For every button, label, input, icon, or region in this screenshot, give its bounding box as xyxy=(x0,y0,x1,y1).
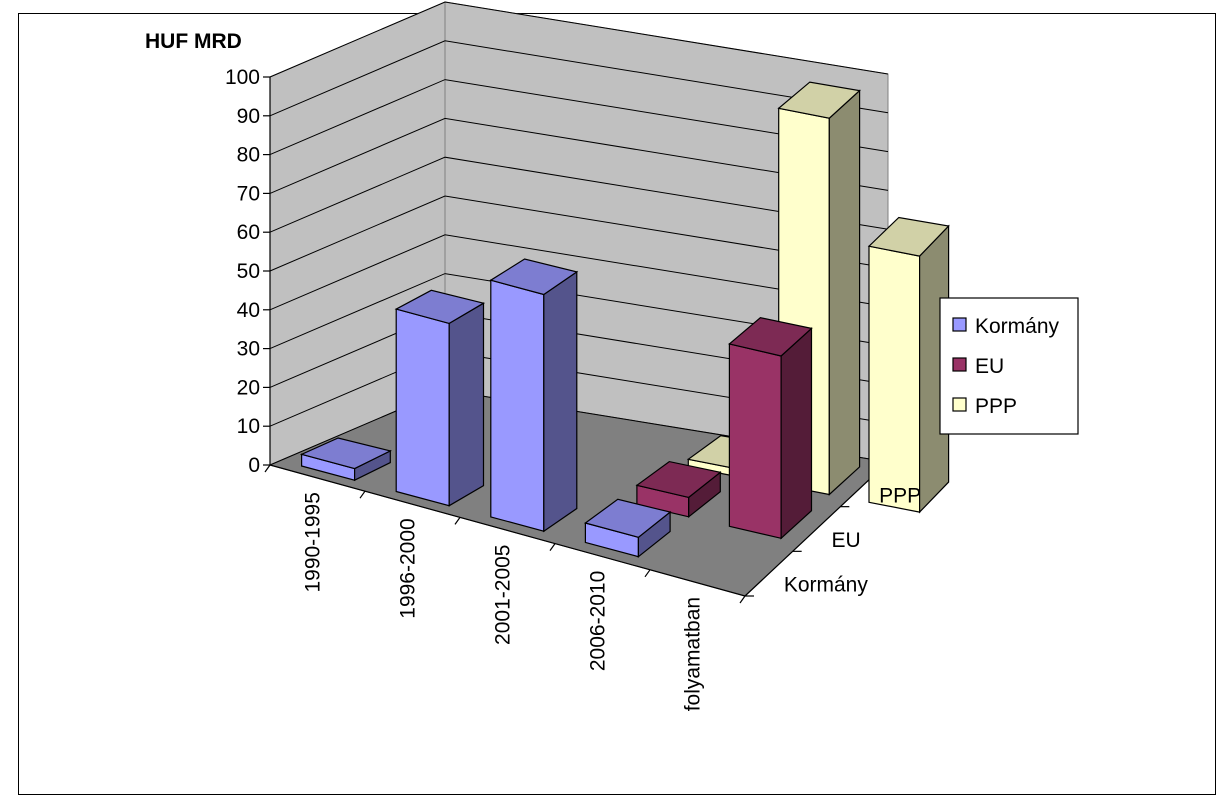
depth-axis-label: PPP xyxy=(879,484,921,507)
bar-column xyxy=(635,460,722,519)
gridline xyxy=(269,79,889,156)
bar-side-face xyxy=(828,89,861,496)
y-unit-label: HUF MRD xyxy=(145,30,242,53)
bar-column xyxy=(394,289,486,507)
bar-column xyxy=(728,317,813,540)
y-tick-label: 30 xyxy=(237,338,260,361)
gridline xyxy=(269,273,889,350)
bar-top-face xyxy=(299,437,393,470)
gridline xyxy=(269,156,889,233)
bar-column xyxy=(867,216,950,514)
gridline xyxy=(269,1,889,78)
gridline xyxy=(269,117,889,194)
x-tick-mark xyxy=(454,517,461,525)
legend-swatch xyxy=(952,357,967,372)
y-tick-label: 10 xyxy=(237,415,260,438)
bar-top-face xyxy=(867,216,950,257)
bar-column xyxy=(584,498,672,558)
depth-axis-line xyxy=(744,461,889,597)
x-tick-mark xyxy=(359,490,366,499)
bar-top-face xyxy=(394,289,486,325)
legend-label: PPP xyxy=(975,395,1017,418)
x-tick-mark xyxy=(644,569,651,578)
legend-swatch xyxy=(952,317,967,332)
y-tick-label: 70 xyxy=(237,182,260,205)
bar-top-face xyxy=(635,460,722,499)
bars xyxy=(299,81,950,558)
bar-front-face xyxy=(868,245,921,513)
bar-top-face xyxy=(777,81,861,119)
y-tick-label: 90 xyxy=(237,105,260,128)
x-tick-mark xyxy=(264,464,271,473)
bar-front-face xyxy=(490,279,545,532)
x-category-label: 2006-2010 xyxy=(587,571,610,671)
y-tick-label: 100 xyxy=(225,66,260,89)
legend: Kormány EU PPP xyxy=(939,297,1079,435)
bar-column xyxy=(299,437,393,482)
bar-front-face xyxy=(728,343,782,540)
x-category-label: folyamatban xyxy=(682,597,705,711)
x-axis-line xyxy=(269,464,746,597)
depth-axis-label: EU xyxy=(832,529,861,552)
bar-side-face xyxy=(780,327,813,540)
y-tick-label: 40 xyxy=(237,299,260,322)
x-category-label: 1996-2000 xyxy=(397,518,420,618)
x-category-label: 2001-2005 xyxy=(492,545,515,645)
x-tick-mark xyxy=(739,595,746,604)
bar-column xyxy=(489,258,579,533)
y-tick-label: 60 xyxy=(237,221,260,244)
gridline xyxy=(269,40,889,117)
gridline xyxy=(269,195,889,272)
x-category-label: 1990-1995 xyxy=(302,492,325,592)
x-tick-mark xyxy=(549,543,556,551)
bar-side-face xyxy=(448,302,485,507)
y-tick-label: 20 xyxy=(237,376,260,399)
legend-label: EU xyxy=(975,355,1004,378)
gridline xyxy=(269,234,889,311)
legend-swatch xyxy=(952,397,967,412)
bar-top-face xyxy=(728,317,813,357)
bar-front-face xyxy=(395,308,450,507)
y-tick-label: 80 xyxy=(237,144,260,167)
y-tick-label: 50 xyxy=(237,260,260,283)
bar-side-face xyxy=(543,270,578,533)
bar-top-face xyxy=(489,258,579,296)
bar-top-face xyxy=(584,498,672,538)
legend-label: Kormány xyxy=(975,315,1060,338)
y-tick-label: 0 xyxy=(248,454,260,477)
axis-labels: 0 10 20 30 40 50 60 70 80 90 100 1990-1995 1996-2000… xyxy=(225,66,921,711)
depth-axis-label: Kormány xyxy=(784,574,869,597)
